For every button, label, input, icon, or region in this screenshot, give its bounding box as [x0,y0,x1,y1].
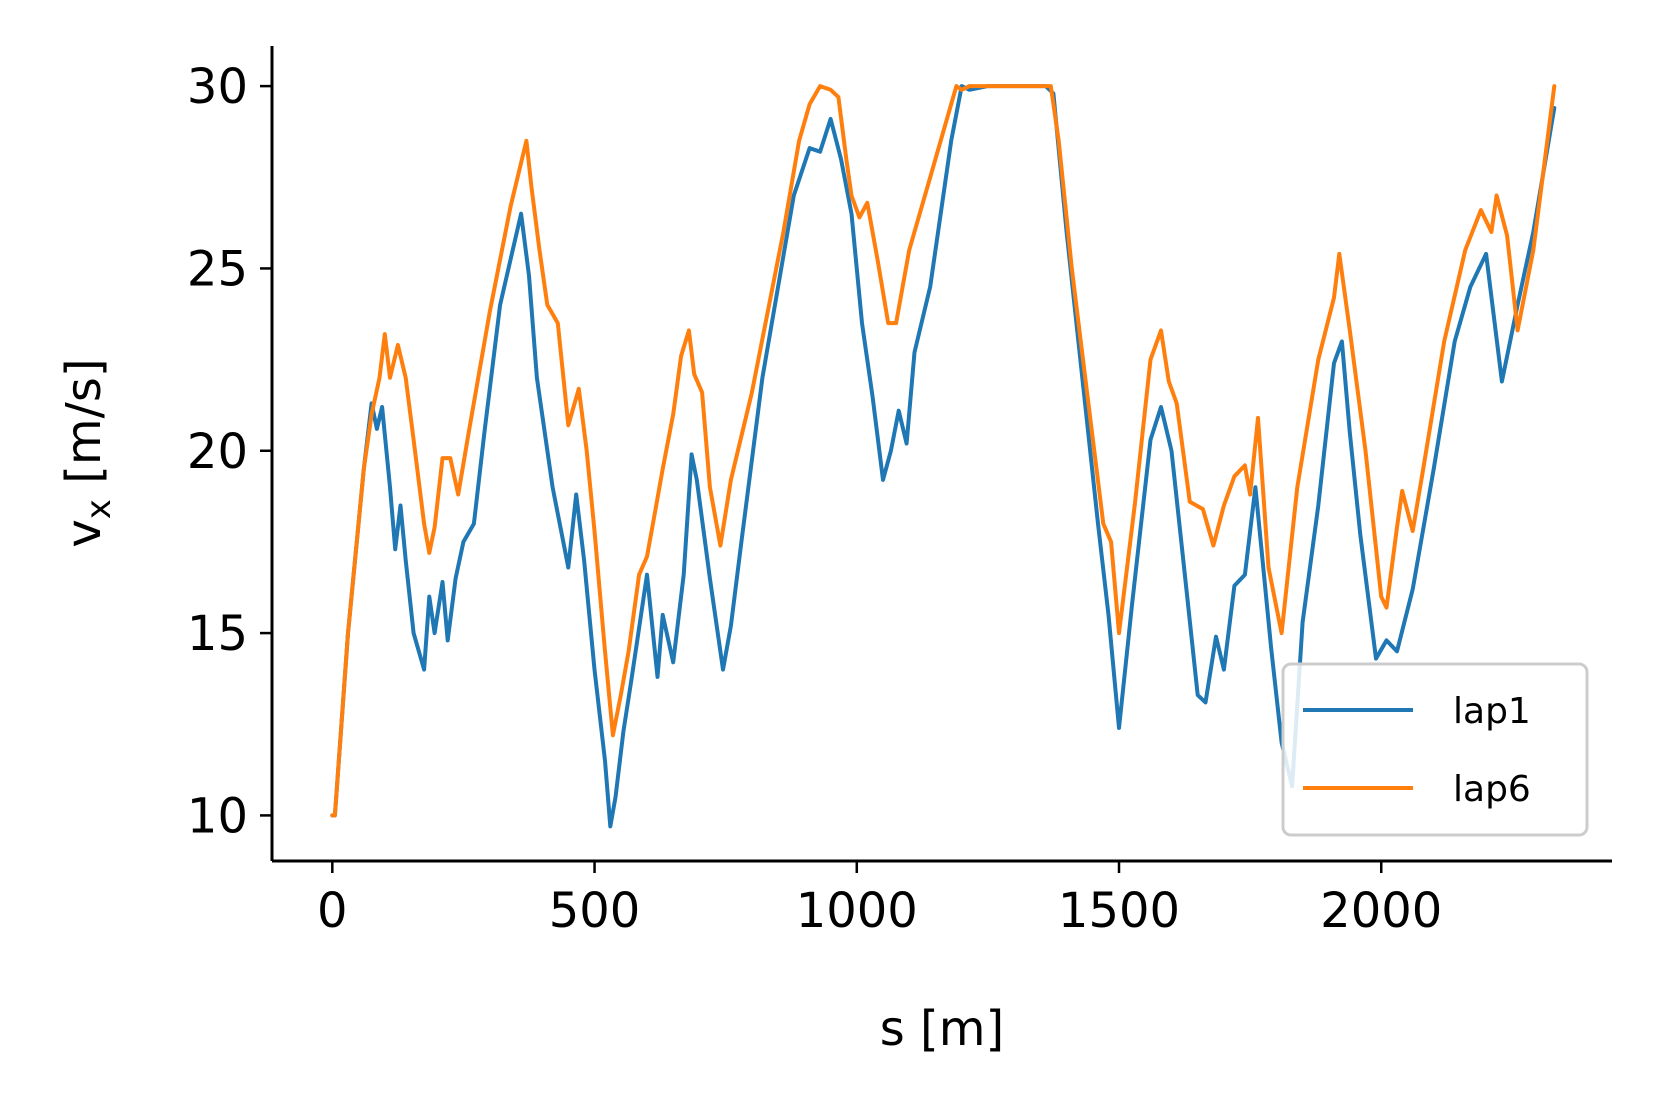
legend-box [1281,662,1589,837]
x-tick-label: 1500 [1058,883,1180,939]
y-axis-label: vx [m/s] [56,358,119,547]
y-axis-label-subscript: x [79,499,119,519]
x-tick-label: 2000 [1320,883,1442,939]
x-ticks: 0 500 1000 1500 2000 [317,861,1442,939]
y-tick-label: 25 [187,241,248,297]
y-tick-label: 10 [187,788,248,844]
legend-label-lap1: lap1 [1453,691,1531,732]
y-ticks: 10 15 20 25 30 [187,59,272,844]
series-line-lap6 [330,84,1557,818]
y-axis-label-main: v [56,519,112,547]
plot-area: 0 500 1000 1500 2000 10 15 20 25 30 [187,46,1612,939]
y-tick-label: 15 [187,606,248,662]
x-tick-label: 1000 [796,883,918,939]
legend: lap1 lap6 [1281,662,1589,837]
x-tick-label: 500 [549,883,641,939]
y-tick-label: 30 [187,59,248,115]
x-tick-label: 0 [317,883,348,939]
y-tick-label: 20 [187,424,248,480]
legend-label-lap6: lap6 [1453,769,1531,810]
y-axis-label-unit: [m/s] [56,358,112,499]
x-axis-label: s [m] [880,1001,1004,1057]
svg-text:vx [m/s]: vx [m/s] [56,358,119,547]
